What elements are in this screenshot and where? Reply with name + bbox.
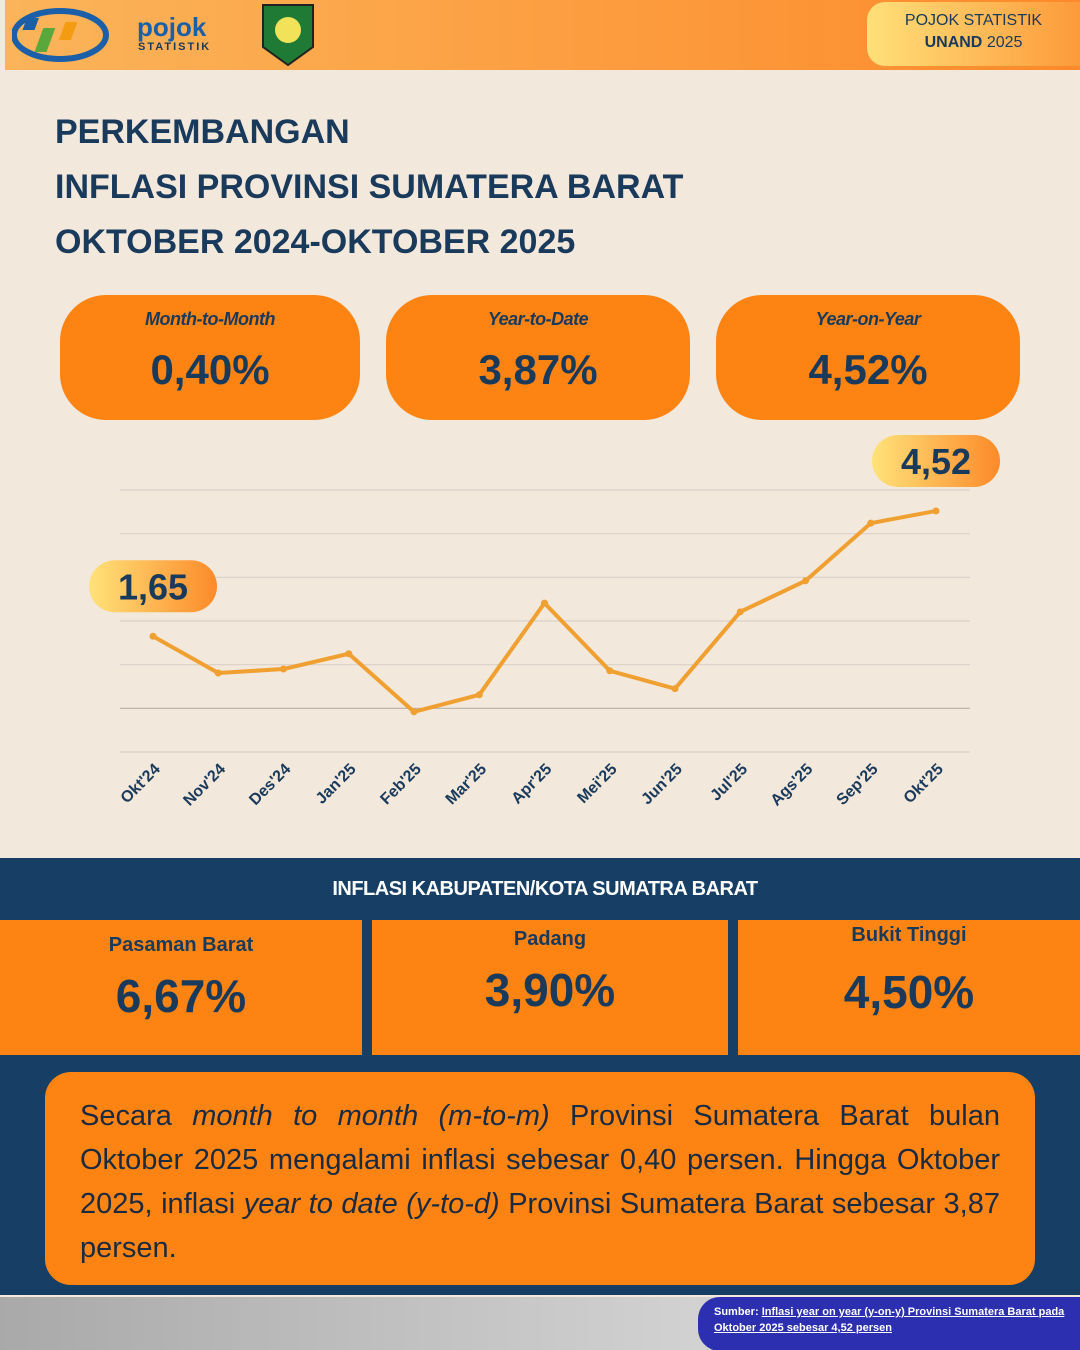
region-title: INFLASI KABUPATEN/KOTA SUMATRA BARAT	[332, 878, 758, 900]
point	[802, 577, 809, 585]
x-tick-label: Sep'25	[834, 761, 882, 809]
stat-card: Month-to-Month 0,40%	[60, 295, 360, 420]
point	[932, 507, 940, 515]
line-chart: Okt'24 Nov'24 Des'24 Jan'25 Feb'25 Mar'25 Apr'…	[89, 434, 1000, 810]
title-line: OKTOBER 2024-OKTOBER 2025	[55, 223, 576, 261]
text: Provinsi Sumatera Barat sebesar 3,87 per…	[80, 1188, 1000, 1264]
badge-line1: POJOK STATISTIK	[904, 12, 1043, 29]
logo-sub: STATISTIK	[138, 41, 212, 53]
value-label: 4,52	[901, 441, 971, 482]
card-label: Month-to-Month	[145, 309, 275, 329]
text-italic: month to month (m-to-m)	[192, 1100, 550, 1132]
point	[606, 667, 614, 675]
card-value: 0,40%	[150, 346, 270, 393]
x-tick-label: Mei'25	[574, 761, 620, 807]
region-card: Pasaman Barat 6,67%	[0, 920, 362, 1055]
title-line: PERKEMBANGAN	[55, 113, 350, 151]
x-tick-label: Apr'25	[509, 761, 556, 808]
x-tick-label: Mar'25	[443, 761, 490, 808]
point	[280, 665, 287, 673]
title-line: INFLASI PROVINSI SUMATERA BARAT	[55, 168, 684, 206]
point	[736, 608, 744, 616]
region-value: 4,50%	[843, 966, 975, 1018]
badge-year: 2025	[986, 34, 1023, 51]
x-tick-label: Okt'24	[118, 761, 164, 807]
region-name: Bukit Tinggi	[851, 924, 967, 946]
region-card: Padang 3,90%	[372, 920, 728, 1055]
card-value: 4,52%	[808, 346, 928, 393]
point	[410, 708, 418, 716]
value-label: 1,65	[118, 566, 188, 607]
value-label-box	[89, 560, 217, 613]
point	[541, 599, 548, 607]
x-tick-label: Jun'25	[638, 761, 685, 808]
badge-line2: UNAND 2025	[867, 34, 1080, 52]
logo-word: pojok	[137, 12, 207, 42]
point	[475, 691, 483, 699]
value-label-box	[872, 434, 1000, 487]
bps-logo	[12, 8, 109, 62]
stat-card: Year-to-Date 3,87%	[386, 295, 690, 420]
card-label: Year-to-Date	[487, 309, 589, 329]
text: Provinsi Sumatera Barat bulan Oktober 20…	[80, 1100, 1001, 1220]
region-value: 3,90%	[484, 964, 616, 1016]
card-value: 3,87%	[478, 346, 598, 393]
x-tick-label: Jul'25	[707, 761, 751, 805]
source-link: Inflasi year on year (y-on-y) Provinsi S…	[714, 1306, 1065, 1334]
x-tick-label: Okt'25	[901, 761, 947, 807]
text: Secara	[80, 1100, 193, 1132]
region-card: Bukit Tinggi 4,50%	[738, 920, 1080, 1055]
x-tick-label: Nov'24	[180, 761, 229, 810]
province-emblem	[262, 4, 314, 67]
summary-box: Secara month to month (m-to-m) Provinsi …	[45, 1072, 1035, 1285]
point	[149, 632, 157, 640]
point	[671, 685, 679, 693]
summary-text: Secara month to month (m-to-m) Provinsi …	[80, 1094, 1000, 1270]
point	[214, 669, 222, 677]
x-tick-label: Jan'25	[313, 761, 360, 808]
badge-bold: UNAND	[924, 34, 983, 51]
text-italic: year to date (y-to-d)	[243, 1188, 500, 1220]
line	[152, 508, 937, 714]
source-prefix: Sumber:	[714, 1306, 762, 1318]
x-tick-label: Feb'25	[377, 761, 424, 808]
region-value: 6,67%	[115, 970, 247, 1022]
badge: POJOK STATISTIK UNAND 2025	[867, 2, 1080, 66]
region-name: Padang	[513, 928, 587, 950]
region-name: Pasaman Barat	[108, 934, 254, 956]
card-label: Year-on-Year	[815, 309, 921, 329]
stat-card: Year-on-Year 4,52%	[716, 295, 1020, 420]
point	[345, 650, 353, 658]
point	[867, 519, 875, 527]
source-box: Sumber: Inflasi year on year (y-on-y) Pr…	[698, 1297, 1080, 1350]
x-tick-label: Ags'25	[768, 761, 817, 810]
x-tick-label: Des'24	[246, 761, 294, 809]
